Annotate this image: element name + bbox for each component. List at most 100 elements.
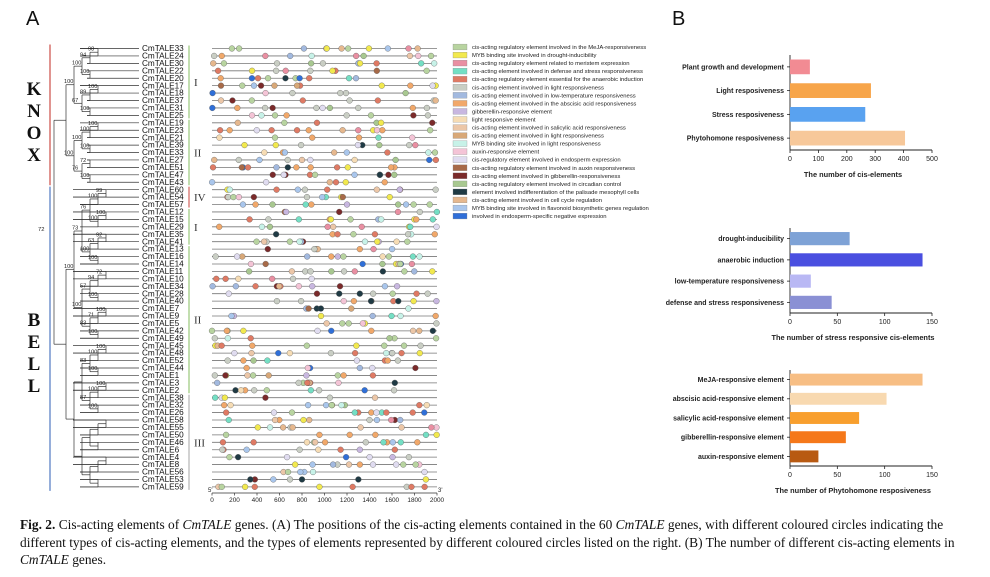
gene-label: CmTALE11 (142, 267, 184, 276)
element-circle (270, 476, 277, 483)
element-circle (321, 439, 329, 446)
element-circle (433, 208, 440, 216)
element-circle (395, 201, 402, 208)
element-circle (222, 431, 230, 438)
element-circle (304, 364, 311, 372)
element-circle (243, 446, 250, 453)
gene-label: CmTALE1 (142, 371, 180, 380)
element-circle (263, 387, 270, 394)
element-circle (262, 104, 269, 112)
element-circle (342, 90, 350, 97)
element-circle (379, 268, 386, 275)
chart-bar (790, 274, 811, 288)
gene-label: CmTALE27 (142, 156, 184, 165)
element-circle (262, 90, 269, 97)
bootstrap-value: 94 (80, 52, 86, 58)
element-circle (296, 238, 303, 245)
element-circle (370, 246, 377, 253)
element-circle (417, 342, 424, 349)
bootstrap-value: 100 (88, 366, 97, 372)
chart-category-label: abscisic acid-responsive element (673, 396, 785, 403)
element-circle (212, 394, 219, 401)
gene-label: CmTALE55 (142, 423, 184, 432)
element-circle (261, 238, 268, 245)
element-circle (327, 216, 334, 223)
element-circle (385, 253, 392, 260)
legend-label: MYB binding site involved in light respo… (472, 142, 601, 148)
element-circle (372, 431, 379, 438)
gene-label: CmTALE35 (142, 230, 184, 239)
element-circle (286, 350, 293, 357)
gene-label: CmTALE48 (142, 349, 184, 358)
element-circle (378, 216, 385, 223)
element-circle (237, 387, 245, 394)
element-circle (284, 164, 291, 171)
legend-label: cis-acting element involved in the absci… (472, 101, 636, 107)
element-circle (298, 142, 305, 149)
element-circle (433, 320, 440, 327)
element-circle (250, 194, 257, 201)
element-circle (345, 75, 353, 82)
element-circle (217, 97, 225, 104)
element-circle (412, 142, 419, 149)
element-circle (426, 201, 433, 208)
legend-label: cis-acting element involved in cell cycl… (472, 198, 602, 204)
element-circle (273, 67, 280, 74)
gene-label: CmTALE14 (142, 260, 184, 269)
group-label: II (194, 148, 202, 160)
element-circle (368, 298, 375, 305)
element-circle (280, 424, 287, 431)
element-circle (283, 112, 290, 119)
element-circle (406, 52, 413, 60)
gene-label: CmTALE34 (142, 282, 184, 291)
element-circle (313, 104, 320, 112)
element-circle (389, 246, 396, 253)
bootstrap-value: 94 (88, 275, 94, 281)
axis-tick-label: 0 (210, 497, 214, 504)
element-circle (253, 127, 260, 134)
element-circle (353, 357, 360, 364)
gene-label: CmTALE3 (142, 378, 180, 387)
element-circle (303, 342, 310, 349)
element-circle (311, 246, 318, 253)
element-circle (263, 179, 270, 186)
element-circle (428, 424, 435, 431)
element-circle (292, 461, 299, 468)
legend-label: gibberellin-responsive element (472, 109, 552, 115)
element-circle (335, 379, 342, 386)
element-circle (293, 164, 300, 171)
element-circle (226, 454, 233, 461)
bootstrap-value: 92 (96, 232, 102, 238)
element-circle (240, 327, 247, 334)
element-circle (269, 275, 276, 282)
legend-swatch (452, 140, 468, 147)
bootstrap-value: 100 (80, 246, 89, 252)
legend-swatch (452, 92, 468, 99)
element-circle (343, 454, 350, 461)
gene-label: CmTALE16 (142, 252, 184, 261)
chart-x-tick-label: 0 (788, 156, 792, 163)
element-circle (218, 342, 225, 349)
element-circle (349, 483, 356, 490)
element-circle (397, 439, 404, 446)
element-circle (365, 45, 373, 52)
element-circle (266, 424, 274, 431)
element-circle (262, 52, 269, 60)
bootstrap-value: 100 (64, 150, 73, 156)
bootstrap-value: 83 (80, 321, 86, 327)
element-circle (225, 194, 232, 201)
element-circle (328, 253, 335, 260)
element-circle (410, 201, 417, 208)
element-circle (293, 82, 301, 89)
bell-family-label: L (28, 354, 41, 375)
element-circle (209, 164, 217, 171)
element-circle (328, 402, 335, 409)
element-circle (354, 142, 361, 149)
bootstrap-value: 72 (80, 158, 86, 164)
element-circle (374, 97, 381, 104)
bootstrap-value: 63 (88, 238, 94, 244)
element-circle (340, 253, 347, 260)
gene-label: CmTALE60 (142, 185, 184, 194)
element-circle (388, 416, 395, 424)
element-circle (281, 119, 288, 126)
